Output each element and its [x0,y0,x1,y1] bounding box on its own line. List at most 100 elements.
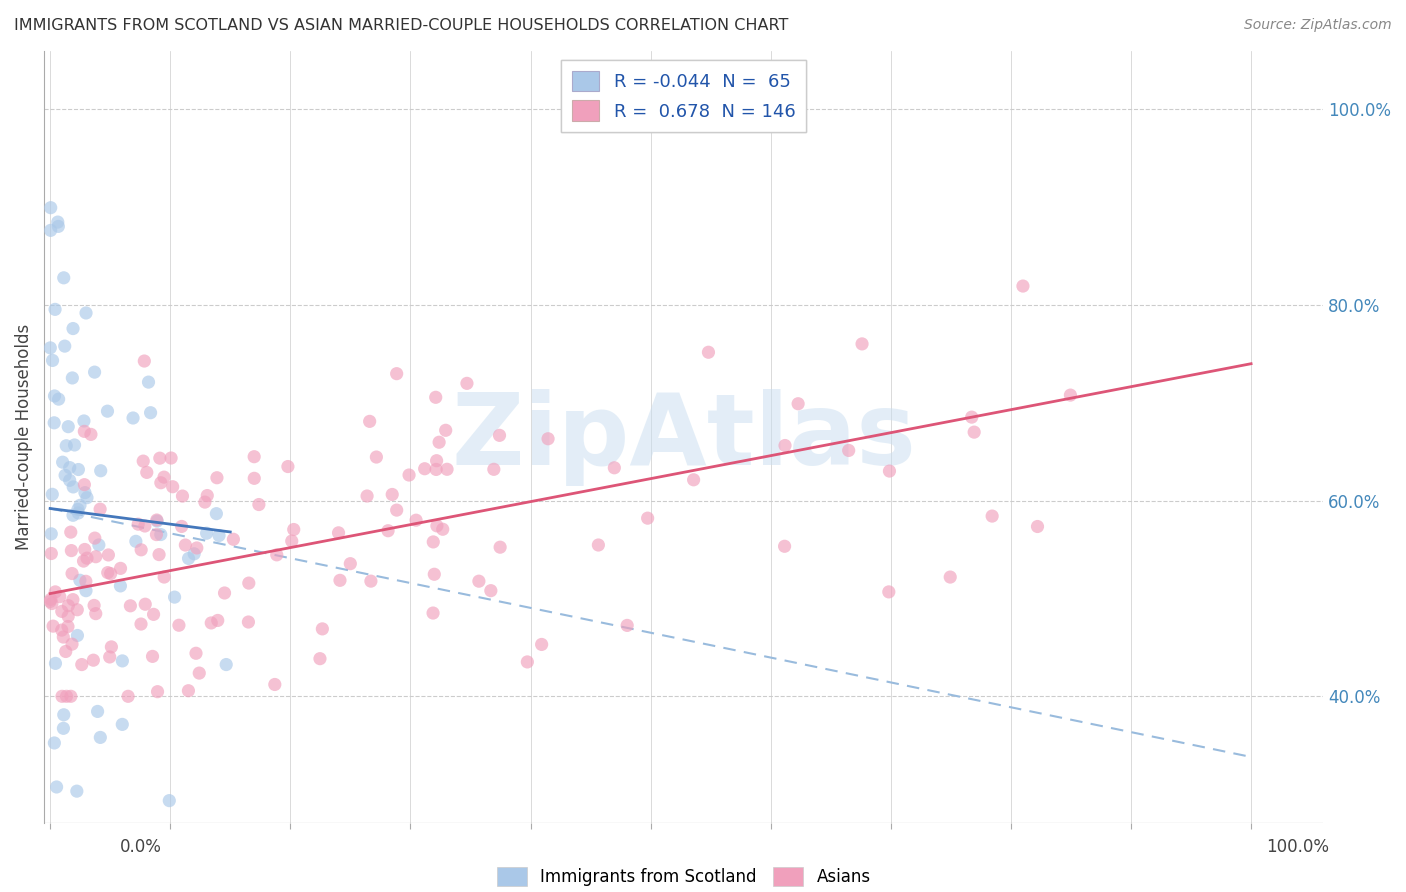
Point [398,468,420,483]
Point [939,570,962,584]
Point [588,538,610,552]
Point [39,526,62,541]
Point [60,566,83,581]
Point [160,450,183,465]
Point [426,519,449,533]
Point [356,489,378,503]
Point [177,551,200,566]
Point [66,502,89,516]
Point [52,722,75,736]
Point [100,566,122,581]
Point [207,614,229,628]
Point [697,345,720,359]
Point [52,707,75,722]
Point [153,470,176,484]
Point [162,480,184,494]
Point [425,462,447,476]
Point [385,503,408,517]
Point [277,459,299,474]
Point [52,455,75,469]
Point [149,451,172,466]
Point [49,590,72,604]
Point [616,618,638,632]
Point [44,416,66,430]
Point [73,477,96,491]
Point [110,561,132,575]
Point [51,623,73,637]
Point [66,628,89,642]
Point [48,392,70,406]
Point [69,499,91,513]
Point [238,615,260,629]
Point [41,353,63,368]
Point [215,657,238,672]
Point [194,495,217,509]
Point [266,548,288,562]
Point [482,462,505,476]
Point [468,574,491,589]
Point [489,540,512,554]
Point [90,464,112,478]
Point [83,365,105,379]
Point [149,527,172,541]
Point [186,541,208,555]
Point [129,617,152,632]
Point [328,525,350,540]
Point [89,731,111,745]
Point [188,666,211,681]
Point [205,471,228,485]
Point [44,657,66,671]
Point [39,592,62,607]
Point [98,650,121,665]
Point [122,411,145,425]
Point [138,375,160,389]
Point [76,491,98,505]
Point [877,585,900,599]
Point [55,690,77,704]
Point [427,435,450,450]
Point [222,533,245,547]
Point [39,547,62,561]
Point [135,466,157,480]
Point [63,438,86,452]
Point [838,443,860,458]
Point [52,630,75,644]
Point [75,306,97,320]
Point [127,517,149,532]
Point [787,397,810,411]
Point [72,554,94,568]
Point [422,535,444,549]
Point [52,270,75,285]
Point [84,549,107,564]
Point [82,653,104,667]
Point [51,604,73,618]
Point [963,425,986,439]
Y-axis label: Married-couple Households: Married-couple Households [15,324,32,550]
Point [53,339,76,353]
Point [73,425,96,439]
Point [174,538,197,552]
Point [360,574,382,588]
Point [132,454,155,468]
Point [243,471,266,485]
Point [80,427,103,442]
Point [422,606,444,620]
Point [146,684,169,698]
Point [425,390,447,404]
Point [183,547,205,561]
Point [129,542,152,557]
Point [62,592,84,607]
Point [134,597,156,611]
Point [89,502,111,516]
Point [146,513,169,527]
Point [44,389,66,403]
Point [879,464,901,478]
Point [53,468,76,483]
Point [44,585,66,599]
Point [148,548,170,562]
Point [488,428,510,442]
Point [329,574,352,588]
Point [405,513,427,527]
Point [359,414,381,428]
Point [170,519,193,533]
